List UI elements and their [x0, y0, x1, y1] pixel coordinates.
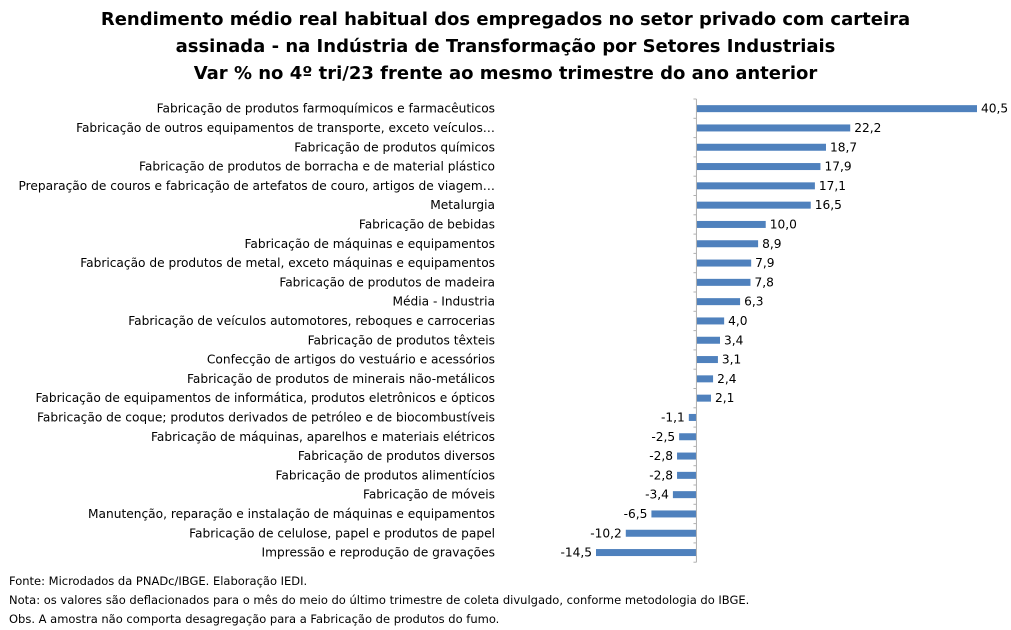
value-label: 7,8	[754, 275, 773, 289]
category-label: Fabricação de coque; produtos derivados …	[37, 410, 495, 424]
category-label: Fabricação de bebidas	[359, 217, 495, 231]
data-bar	[651, 510, 697, 518]
data-bar	[696, 182, 815, 190]
category-label: Fabricação de equipamentos de informátic…	[36, 391, 496, 405]
value-label: 16,5	[815, 198, 842, 212]
category-label: Fabricação de móveis	[363, 488, 495, 502]
category-label: Fabricação de produtos químicos	[294, 140, 495, 154]
category-label: Manutenção, reparação e instalação de má…	[88, 507, 495, 521]
chart-title-line-1: Rendimento médio real habitual dos empre…	[100, 9, 911, 30]
bar-chart: Fabricação de produtos farmoquímicos e f…	[19, 98, 1008, 563]
value-label: -2,8	[649, 449, 673, 463]
category-label: Fabricação de produtos de borracha e de …	[139, 160, 495, 174]
category-label: Fabricação de máquinas e equipamentos	[245, 237, 495, 251]
value-label: -10,2	[590, 526, 622, 540]
data-bar	[696, 317, 725, 325]
value-label: -1,1	[661, 410, 685, 424]
category-label: Média - Industria	[392, 295, 495, 309]
data-bar	[696, 124, 851, 132]
data-bar	[696, 163, 821, 171]
data-bar	[696, 278, 751, 286]
data-bar	[696, 394, 711, 402]
data-bar	[696, 201, 811, 209]
value-label: 4,0	[728, 314, 747, 328]
value-label: 18,7	[830, 140, 857, 154]
category-label: Fabricação de celulose, papel e produtos…	[189, 526, 495, 540]
category-label: Metalurgia	[430, 198, 495, 212]
data-bar	[596, 549, 697, 557]
category-label: Confecção de artigos do vestuário e aces…	[207, 353, 495, 367]
data-bar	[625, 529, 697, 537]
value-label: 7,9	[755, 256, 774, 270]
category-label: Fabricação de produtos alimentícios	[275, 468, 495, 482]
value-label: -2,8	[649, 468, 673, 482]
chart-title-line-3: Var % no 4º tri/23 frente ao mesmo trime…	[193, 63, 818, 84]
category-label: Fabricação de produtos diversos	[298, 449, 495, 463]
value-label: 2,1	[715, 391, 734, 405]
category-label: Fabricação de produtos de minerais não-m…	[187, 372, 495, 386]
category-label: Fabricação de máquinas, aparelhos e mate…	[151, 430, 495, 444]
data-bar	[679, 433, 697, 441]
value-label: 10,0	[770, 217, 797, 231]
category-label: Fabricação de produtos de metal, exceto …	[80, 256, 495, 270]
category-label: Fabricação de veículos automotores, rebo…	[128, 314, 495, 328]
data-bar	[696, 375, 714, 383]
value-label: 17,9	[824, 160, 851, 174]
data-bar	[688, 413, 697, 421]
data-bar	[696, 105, 977, 113]
data-bar	[696, 220, 766, 228]
value-label: 3,4	[724, 333, 744, 347]
value-label: 2,4	[717, 372, 737, 386]
data-bar	[696, 336, 720, 344]
category-label: Fabricação de produtos farmoquímicos e f…	[157, 102, 495, 116]
value-label: 8,9	[762, 237, 781, 251]
value-label: 17,1	[819, 179, 846, 193]
value-label: -2,5	[651, 430, 675, 444]
source-note: Fonte: Microdados da PNADc/IBGE. Elabora…	[9, 574, 308, 588]
data-bar	[696, 143, 826, 151]
chart-notes: Fonte: Microdados da PNADc/IBGE. Elabora…	[9, 572, 1009, 629]
value-label: 40,5	[981, 102, 1008, 116]
value-label: 3,1	[722, 353, 741, 367]
data-bar	[696, 298, 741, 306]
data-bar	[696, 356, 718, 364]
data-bar	[677, 452, 697, 460]
chart-title: Rendimento médio real habitual dos empre…	[0, 6, 1011, 87]
value-label: 6,3	[744, 295, 763, 309]
category-label: Fabricação de produtos de madeira	[279, 275, 495, 289]
category-label: Impressão e reprodução de gravações	[262, 546, 495, 560]
chart-title-line-2: assinada - na Indústria de Transformação…	[175, 36, 836, 57]
value-label: -6,5	[624, 507, 648, 521]
value-label: -14,5	[560, 546, 592, 560]
data-bar	[672, 491, 697, 499]
value-label: 22,2	[854, 121, 881, 135]
category-label: Fabricação de produtos têxteis	[308, 333, 495, 347]
sample-note: Obs. A amostra não comporta desagregação…	[9, 612, 500, 626]
value-label: -3,4	[645, 488, 669, 502]
data-bar	[696, 259, 752, 267]
data-bar	[677, 471, 697, 479]
category-label: Fabricação de outros equipamentos de tra…	[76, 121, 495, 135]
category-label: Preparação de couros e fabricação de art…	[19, 179, 495, 193]
data-bar	[696, 240, 759, 248]
methodology-note: Nota: os valores são deflacionados para …	[9, 593, 750, 607]
